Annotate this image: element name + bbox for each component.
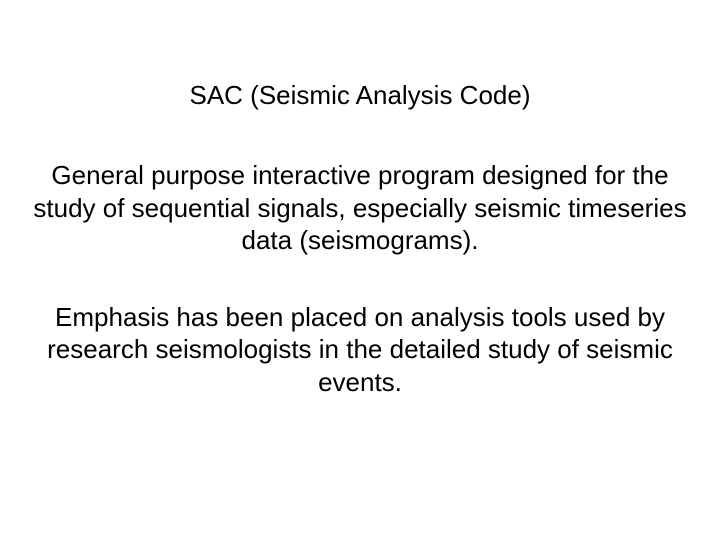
slide-title: SAC (Seismic Analysis Code) xyxy=(20,80,700,111)
slide-container: SAC (Seismic Analysis Code) General purp… xyxy=(0,0,720,540)
paragraph-2: Emphasis has been placed on analysis too… xyxy=(20,301,700,399)
paragraph-1: General purpose interactive program desi… xyxy=(20,159,700,257)
